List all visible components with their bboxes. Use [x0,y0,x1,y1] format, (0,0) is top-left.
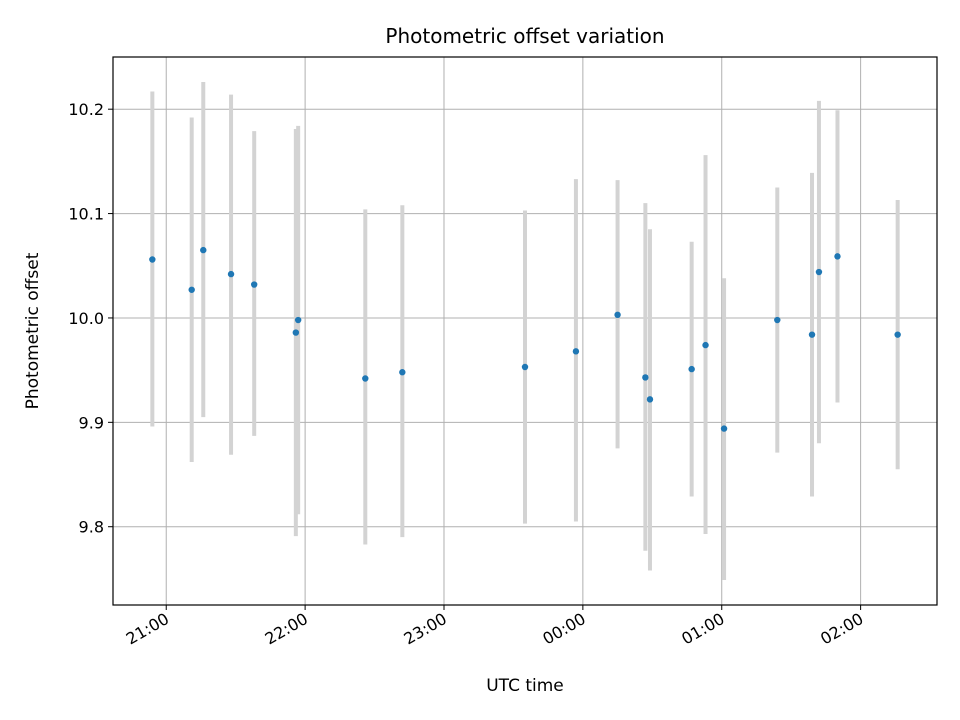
y-axis-label: Photometric offset [23,252,43,409]
data-point [642,374,649,381]
data-point [774,316,781,324]
data-point [702,341,709,349]
data-point [149,256,156,263]
plot-frame [112,56,938,606]
data-points [149,246,901,432]
data-point [200,246,207,254]
data-point [646,396,654,403]
data-point [720,425,728,432]
y-tick-label: 9.9 [79,413,104,432]
data-point [521,363,529,371]
y-tick-label: 9.8 [79,518,104,537]
data-point [399,369,406,376]
data-point [688,365,695,373]
y-axis-ticks: 9.8 9.9 10.0 10.1 10.2 [68,100,113,537]
data-point [894,331,901,338]
data-point [362,375,369,382]
y-tick-label: 10.2 [68,100,104,119]
data-point [834,253,841,260]
data-point [572,348,580,355]
data-point [250,281,258,288]
chart-title: Photometric offset variation [385,24,664,48]
y-tick-label: 10.0 [68,309,104,328]
data-point [188,286,195,293]
data-point [815,268,823,276]
data-point [614,311,621,319]
x-axis-label: UTC time [486,676,564,696]
data-point [294,316,302,324]
y-tick-label: 10.1 [68,205,104,224]
data-point [227,270,235,278]
data-point [808,331,816,338]
data-point [292,329,300,336]
